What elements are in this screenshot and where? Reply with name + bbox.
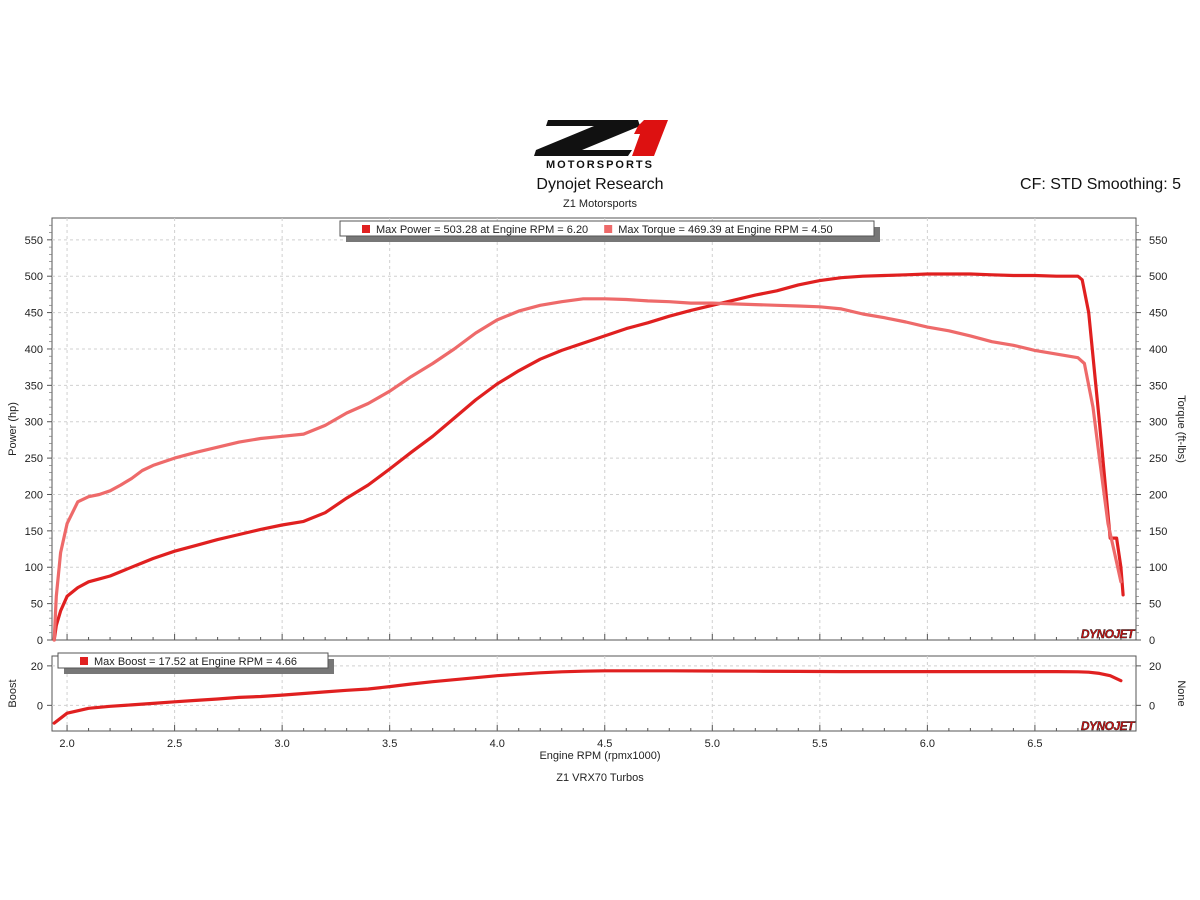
power-torque-y-tick-label-right: 400 <box>1149 344 1167 356</box>
x-tick-label: 6.5 <box>1027 738 1042 750</box>
chart-title: Dynojet Research <box>536 176 664 193</box>
boost-y-tick-label-right: 0 <box>1149 700 1155 712</box>
boost-legend-label: Max Boost = 17.52 at Engine RPM = 4.66 <box>94 656 297 668</box>
power-torque-y-tick-label-right: 350 <box>1149 380 1167 392</box>
logo-text: MOTORSPORTS <box>546 159 654 171</box>
x-tick-label: 5.5 <box>812 738 827 750</box>
x-tick-label: 4.0 <box>490 738 505 750</box>
boost-y-tick-label-left: 0 <box>37 700 43 712</box>
x-tick-label: 2.0 <box>59 738 74 750</box>
power-torque-y-tick-label-right: 200 <box>1149 489 1167 501</box>
boost-y-axis-label-left: Boost <box>7 679 19 707</box>
boost-series-line-boost <box>52 669 1123 725</box>
power-torque-y-tick-label-left: 100 <box>25 562 43 574</box>
power-torque-y-tick-label-left: 400 <box>25 344 43 356</box>
x-tick-label: 5.0 <box>705 738 720 750</box>
power-torque-y-axis-label-right: Torque (ft-lbs) <box>1175 395 1187 463</box>
footer-label: Z1 VRX70 Turbos <box>556 772 644 784</box>
power-torque-dynojet-watermark: DYNOJET <box>1081 627 1136 641</box>
power-torque-y-tick-label-right: 0 <box>1149 635 1155 647</box>
chart-subtitle: Z1 Motorsports <box>563 198 637 210</box>
power-torque-series-line-torque <box>52 297 1123 642</box>
power-torque-y-tick-label-left: 50 <box>31 599 43 611</box>
power-torque-y-tick-label-left: 500 <box>25 271 43 283</box>
power-torque-legend-swatch <box>604 225 613 233</box>
power-torque-y-tick-label-left: 250 <box>25 453 43 465</box>
correction-factor-info: CF: STD Smoothing: 5 <box>1020 176 1181 193</box>
power-torque-plot-frame <box>51 217 1137 641</box>
x-tick-label: 3.5 <box>382 738 397 750</box>
logo-1-shape <box>632 120 668 156</box>
boost-y-tick-label-left: 20 <box>31 661 43 673</box>
boost-dynojet-watermark: DYNOJET <box>1081 719 1136 733</box>
power-torque-y-tick-label-left: 0 <box>37 635 43 647</box>
power-torque-y-tick-label-right: 100 <box>1149 562 1167 574</box>
power-torque-y-tick-label-left: 300 <box>25 417 43 429</box>
power-torque-y-tick-label-left: 550 <box>25 235 43 247</box>
power-torque-y-tick-label-right: 50 <box>1149 599 1161 611</box>
boost-legend-box <box>57 652 329 669</box>
power-torque-legend-label: Max Torque = 469.39 at Engine RPM = 4.50 <box>618 224 832 236</box>
logo-z-shape <box>534 120 640 156</box>
boost-legend-swatch <box>80 657 88 665</box>
boost-y-axis-label-right: None <box>1175 680 1187 706</box>
power-torque-legend-swatch <box>362 225 370 233</box>
x-axis-label: Engine RPM (rpmx1000) <box>539 750 661 762</box>
x-tick-label: 4.5 <box>597 738 612 750</box>
boost-y-tick-label-right: 20 <box>1149 661 1161 673</box>
power-torque-y-tick-label-left: 450 <box>25 308 43 320</box>
z1-motorsports-logo: MOTORSPORTS <box>534 120 668 171</box>
power-torque-y-tick-label-right: 250 <box>1149 453 1167 465</box>
x-tick-label: 3.0 <box>274 738 289 750</box>
power-torque-y-tick-label-right: 500 <box>1149 271 1167 283</box>
power-torque-y-tick-label-right: 550 <box>1149 235 1167 247</box>
power-torque-y-axis-label-left: Power (hp) <box>7 402 19 456</box>
x-tick-label: 6.0 <box>920 738 935 750</box>
power-torque-y-tick-label-left: 200 <box>25 489 43 501</box>
power-torque-legend-label: Max Power = 503.28 at Engine RPM = 6.20 <box>376 224 588 236</box>
power-torque-y-tick-label-right: 300 <box>1149 417 1167 429</box>
power-torque-y-tick-label-right: 450 <box>1149 308 1167 320</box>
power-torque-y-tick-label-left: 150 <box>25 526 43 538</box>
x-tick-label: 2.5 <box>167 738 182 750</box>
power-torque-series-line-power <box>52 272 1125 642</box>
power-torque-y-tick-label-left: 350 <box>25 380 43 392</box>
power-torque-y-tick-label-right: 150 <box>1149 526 1167 538</box>
